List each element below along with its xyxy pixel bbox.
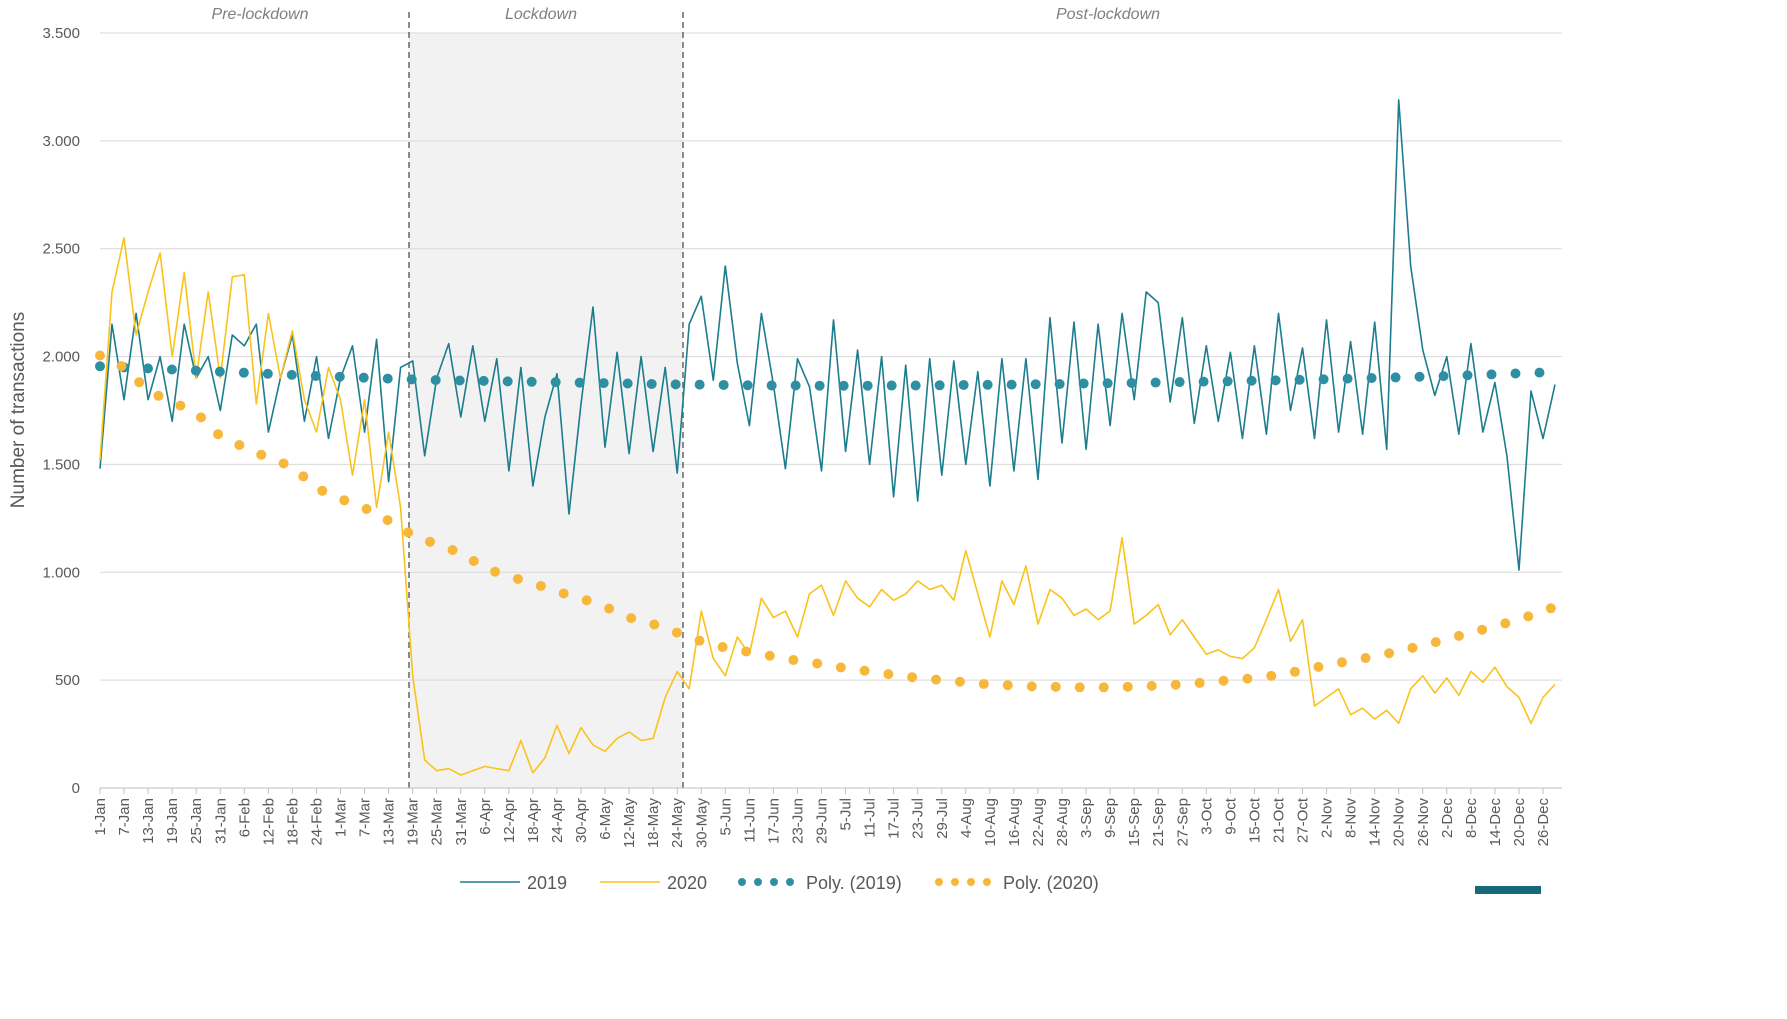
- y-tick-label: 0: [72, 780, 80, 797]
- x-tick-label: 5-Jun: [717, 798, 734, 836]
- x-tick-label: 13-Mar: [381, 798, 398, 846]
- data-line: [99, 99, 1556, 571]
- x-tick-label: 8-Dec: [1463, 798, 1480, 839]
- x-tick-label: 25-Mar: [429, 798, 446, 846]
- x-tick-label: 5-Jul: [838, 798, 855, 831]
- x-tick-label: 26-Dec: [1535, 798, 1552, 847]
- x-tick-label: 7-Mar: [357, 798, 374, 837]
- x-tick-label: 31-Jan: [212, 798, 229, 844]
- x-tick-label: 7-Jan: [116, 798, 133, 836]
- y-tick-label: 1.500: [42, 456, 80, 473]
- x-tick-label: 19-Jan: [164, 798, 181, 844]
- x-tick-label: 24-Apr: [549, 798, 566, 843]
- x-tick-label: 22-Aug: [1030, 798, 1047, 846]
- period-label: Pre-lockdown: [212, 6, 309, 23]
- x-tick-label: 12-Apr: [501, 798, 518, 843]
- x-tick-label: 25-Jan: [188, 798, 205, 844]
- x-tick-label: 18-May: [645, 798, 662, 849]
- x-tick-label: 2-Nov: [1319, 798, 1336, 839]
- x-tick-label: 8-Nov: [1343, 798, 1360, 839]
- x-tick-label: 29-Jun: [814, 798, 831, 844]
- x-tick-label: 30-May: [693, 798, 710, 849]
- x-tick-label: 27-Oct: [1295, 797, 1312, 843]
- x-tick-label: 18-Apr: [525, 798, 542, 843]
- x-tick-label: 11-Jun: [741, 798, 758, 843]
- y-tick-label: 3.000: [42, 133, 80, 150]
- x-tick-label: 23-Jun: [789, 798, 806, 844]
- y-axis-label: Number of transactions: [8, 312, 29, 508]
- x-tick-label: 14-Nov: [1367, 798, 1384, 847]
- x-tick-label: 9-Oct: [1222, 797, 1239, 835]
- x-tick-label: 17-Jun: [765, 798, 782, 844]
- x-tick-label: 31-Mar: [453, 798, 470, 846]
- x-tick-label: 4-Aug: [958, 798, 975, 838]
- x-tick-label: 11-Jul: [862, 798, 879, 838]
- y-tick-label: 1.000: [42, 564, 80, 581]
- y-tick-label: 2.000: [42, 349, 80, 366]
- x-tick-label: 14-Dec: [1487, 798, 1504, 847]
- trend-line: [95, 361, 1560, 391]
- x-tick-label: 21-Sep: [1150, 798, 1167, 846]
- x-tick-label: 23-Jul: [910, 798, 927, 839]
- x-tick-label: 15-Sep: [1126, 798, 1143, 846]
- x-tick-label: 27-Sep: [1174, 798, 1191, 846]
- legend-label: Poly. (2019): [806, 873, 902, 893]
- x-tick-label: 3-Oct: [1198, 797, 1215, 835]
- x-tick-label: 19-Mar: [405, 798, 422, 846]
- x-tick-label: 12-May: [621, 798, 638, 849]
- x-tick-label: 30-Apr: [573, 798, 590, 843]
- x-tick-label: 1-Jan: [92, 798, 109, 836]
- x-tick-label: 18-Feb: [284, 798, 301, 846]
- x-tick-label: 29-Jul: [934, 798, 951, 839]
- x-tick-label: 6-Apr: [477, 798, 494, 835]
- trend-line: [95, 350, 1560, 693]
- x-tick-label: 24-May: [669, 798, 686, 849]
- x-tick-label: 24-Feb: [308, 798, 325, 846]
- x-tick-label: 1-Mar: [333, 798, 350, 837]
- x-tick-label: 10-Aug: [982, 798, 999, 846]
- legend-label: 2019: [527, 873, 567, 893]
- x-tick-label: 3-Sep: [1078, 798, 1095, 838]
- period-label: Post-lockdown: [1056, 6, 1160, 23]
- x-tick-label: 26-Nov: [1415, 798, 1432, 847]
- x-tick-label: 6-Feb: [236, 798, 253, 837]
- x-tick-label: 12-Feb: [260, 798, 277, 846]
- x-tick-label: 16-Aug: [1006, 798, 1023, 846]
- x-tick-label: 6-May: [597, 798, 614, 840]
- decoration: [1475, 886, 1541, 894]
- legend-label: 2020: [667, 873, 707, 893]
- legend-label: Poly. (2020): [1003, 873, 1099, 893]
- data-line: [99, 237, 1556, 776]
- x-tick-label: 2-Dec: [1439, 798, 1456, 839]
- x-tick-label: 9-Sep: [1102, 798, 1119, 838]
- y-tick-label: 500: [55, 672, 80, 689]
- period-label: Lockdown: [505, 6, 577, 23]
- x-tick-label: 15-Oct: [1246, 797, 1263, 843]
- x-tick-label: 28-Aug: [1054, 798, 1071, 846]
- y-tick-label: 2.500: [42, 241, 80, 258]
- x-tick-label: 21-Oct: [1270, 797, 1287, 843]
- x-tick-label: 20-Dec: [1511, 798, 1528, 847]
- x-tick-label: 17-Jul: [886, 798, 903, 839]
- y-tick-label: 3.500: [42, 25, 80, 42]
- x-tick-label: 13-Jan: [140, 798, 157, 844]
- x-tick-label: 20-Nov: [1391, 798, 1408, 847]
